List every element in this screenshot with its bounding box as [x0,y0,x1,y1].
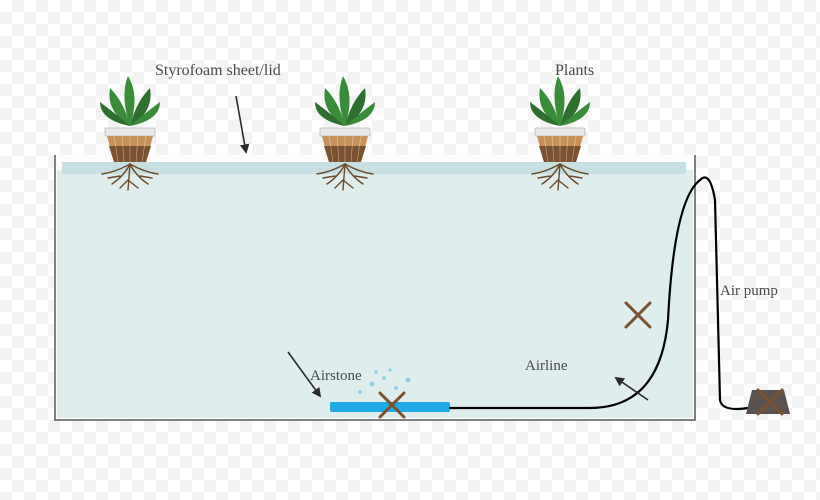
label-plants: Plants [555,62,594,80]
label-airpump: Air pump [720,283,778,300]
label-airline: Airline [525,358,568,375]
diagram-svg [0,0,820,500]
plant [315,76,375,190]
plant [530,76,590,190]
label-airstone: Airstone [310,368,362,385]
label-styrofoam: Styrofoam sheet/lid [155,62,281,80]
plant [100,76,160,190]
diagram-stage: Styrofoam sheet/lid Plants Airstone Airl… [0,0,820,500]
